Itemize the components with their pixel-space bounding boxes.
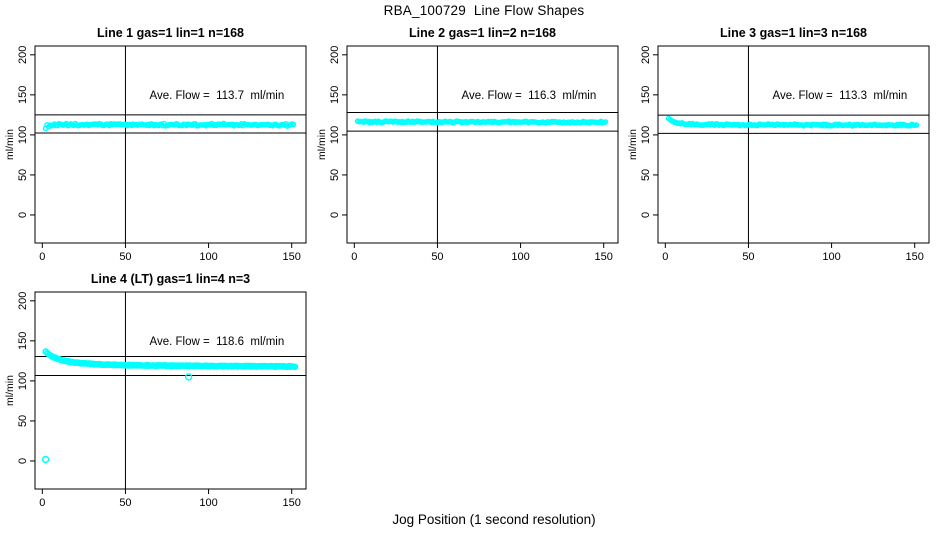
ave-flow-annotation: Ave. Flow = 118.6 ml/min <box>150 336 285 348</box>
subplot-line-3: Line 3 gas=1 lin=3 n=168 0 50 100 150 0 50 100 1… <box>628 20 936 267</box>
y-tick-label: 0 <box>329 212 341 218</box>
y-tick-label: 0 <box>640 212 652 218</box>
y-tick-label: 200 <box>640 46 652 64</box>
x-tick-label: 50 <box>742 251 754 263</box>
subplot-line-4: Line 4 (LT) gas=1 lin=4 n=3 0 50 100 150 0 50 1… <box>5 266 316 513</box>
x-tick-label: 100 <box>199 251 217 263</box>
ave-flow-annotation: Ave. Flow = 116.3 ml/min <box>462 90 597 102</box>
subplot-line-2: Line 2 gas=1 lin=2 n=168 0 50 100 150 0 50 100 1… <box>317 20 628 267</box>
plot-box <box>34 45 307 244</box>
x-tick-label: 100 <box>199 497 217 509</box>
y-tick-label: 150 <box>17 86 29 104</box>
ave-flow-annotation: Ave. Flow = 113.3 ml/min <box>773 90 908 102</box>
plot-box <box>346 45 619 244</box>
outlier-point <box>41 455 50 464</box>
x-tick-label: 150 <box>283 251 301 263</box>
x-tick-label: 0 <box>351 251 357 263</box>
x-tick-label: 50 <box>119 251 131 263</box>
x-tick-label: 50 <box>431 251 443 263</box>
y-tick-label: 150 <box>640 86 652 104</box>
y-tick-label: 200 <box>17 292 29 310</box>
x-tick-label: 0 <box>662 251 668 263</box>
y-tick-label: 50 <box>329 169 341 181</box>
y-axis-unit-label: ml/min <box>5 129 16 160</box>
y-tick-label: 150 <box>329 86 341 104</box>
x-tick-label: 150 <box>595 251 613 263</box>
plot-canvas: Line 2 gas=1 lin=2 n=168 0 50 100 150 0 50 100 1… <box>317 26 619 263</box>
figure-title: RBA_100729 Line Flow Shapes <box>383 3 585 18</box>
y-tick-label: 0 <box>17 458 29 464</box>
subplot-line-1: Line 1 gas=1 lin=1 n=168 0 50 100 150 0 50 100 1… <box>5 20 316 267</box>
x-tick-label: 0 <box>39 251 45 263</box>
y-tick-label: 150 <box>17 332 29 350</box>
y-tick-label: 100 <box>640 126 652 144</box>
plot-canvas: Line 1 gas=1 lin=1 n=168 0 50 100 150 0 50 100 1… <box>5 26 307 263</box>
outlier-point <box>184 373 193 381</box>
y-axis-unit-label: ml/min <box>317 129 328 160</box>
y-tick-label: 50 <box>640 169 652 181</box>
y-tick-label: 200 <box>17 46 29 64</box>
y-tick-label: 50 <box>17 415 29 427</box>
x-axis-label: Jog Position (1 second resolution) <box>392 512 596 527</box>
y-tick-label: 200 <box>329 46 341 64</box>
data-points <box>354 118 609 126</box>
ave-flow-annotation: Ave. Flow = 113.7 ml/min <box>150 90 285 102</box>
plot-canvas: Line 4 (LT) gas=1 lin=4 n=3 0 50 100 150 0 50 1… <box>5 272 307 509</box>
panel-title: Line 2 gas=1 lin=2 n=168 <box>409 26 556 40</box>
y-tick-label: 100 <box>17 126 29 144</box>
y-tick-label: 0 <box>17 212 29 218</box>
y-axis-unit-label: ml/min <box>5 375 16 406</box>
plot-box <box>34 291 307 490</box>
panel-title: Line 1 gas=1 lin=1 n=168 <box>97 26 244 40</box>
y-tick-label: 50 <box>17 169 29 181</box>
y-tick-label: 100 <box>329 126 341 144</box>
x-tick-label: 100 <box>511 251 529 263</box>
panel-title: Line 4 (LT) gas=1 lin=4 n=3 <box>91 272 250 286</box>
panel-title: Line 3 gas=1 lin=3 n=168 <box>720 26 867 40</box>
y-tick-label: 100 <box>17 372 29 390</box>
x-tick-label: 150 <box>283 497 301 509</box>
data-points <box>42 120 297 132</box>
data-points <box>41 348 299 464</box>
x-tick-label: 150 <box>906 251 924 263</box>
x-tick-label: 50 <box>119 497 131 509</box>
plot-canvas: Line 3 gas=1 lin=3 n=168 0 50 100 150 0 50 100 1… <box>628 26 930 263</box>
y-axis-unit-label: ml/min <box>628 129 639 160</box>
x-tick-label: 0 <box>39 497 45 509</box>
plot-box <box>657 45 930 244</box>
x-tick-label: 100 <box>822 251 840 263</box>
data-points <box>665 115 920 129</box>
